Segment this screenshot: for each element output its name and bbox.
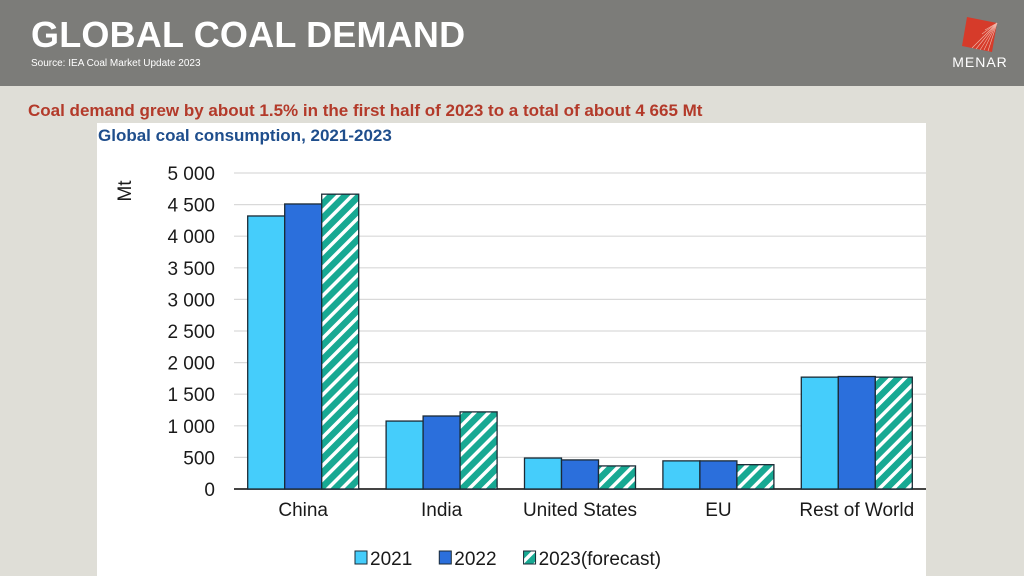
legend-label: 2023(forecast) — [539, 549, 662, 570]
y-tick-label: 3 500 — [167, 259, 215, 280]
legend-label: 2021 — [370, 549, 412, 570]
y-tick-label: 2 500 — [167, 322, 215, 343]
bar-india-2022 — [422, 415, 461, 490]
x-category-label: EU — [705, 500, 731, 521]
y-tick-label: 4 000 — [167, 227, 215, 248]
legend-swatch — [438, 550, 452, 565]
y-tick-label: 0 — [204, 480, 215, 501]
y-tick-label: 1 000 — [167, 417, 215, 438]
bar-rest-of-world-2022 — [837, 375, 876, 490]
x-category-label: China — [278, 500, 328, 521]
legend-swatch — [523, 550, 537, 565]
bar-united-states-2022 — [560, 459, 600, 490]
y-tick-label: 4 500 — [167, 196, 215, 217]
chart-panel — [97, 123, 926, 576]
bar-india-2023forecast — [459, 411, 498, 490]
y-tick-label: 1 500 — [167, 385, 215, 406]
bar-rest-of-world-2021 — [800, 376, 839, 490]
x-category-label: India — [421, 500, 463, 521]
y-tick-label: 5 000 — [167, 164, 215, 185]
bar-united-states-2023forecast — [597, 465, 637, 490]
bar-united-states-2021 — [523, 457, 563, 490]
headline: Coal demand grew by about 1.5% in the fi… — [28, 101, 703, 120]
bar-eu-2023forecast — [736, 464, 775, 490]
y-tick-label: 3 000 — [167, 290, 215, 311]
logo-mark-icon — [962, 17, 998, 52]
legend-swatch — [354, 550, 368, 565]
y-tick-label: 500 — [183, 448, 215, 469]
bar-rest-of-world-2023forecast — [874, 376, 913, 490]
header-band: GLOBAL COAL DEMAND Source: IEA Coal Mark… — [0, 0, 1024, 86]
chart-title: Global coal consumption, 2021-2023 — [98, 126, 392, 145]
legend-label: 2022 — [454, 549, 496, 570]
bar-china-2023forecast — [321, 193, 360, 490]
bar-eu-2022 — [699, 460, 738, 490]
x-category-label: United States — [523, 500, 637, 521]
bar-china-2022 — [284, 203, 323, 490]
page-title: GLOBAL COAL DEMAND — [31, 14, 466, 55]
menar-logo: MENAR — [952, 14, 1008, 74]
bar-eu-2021 — [662, 460, 701, 490]
y-axis-label: Mt — [115, 180, 136, 202]
source-note: Source: IEA Coal Market Update 2023 — [31, 58, 201, 69]
x-category-label: Rest of World — [799, 500, 914, 521]
y-tick-label: 2 000 — [167, 354, 215, 375]
logo-text: MENAR — [952, 54, 1008, 70]
bar-china-2021 — [247, 215, 286, 490]
bar-india-2021 — [385, 420, 424, 490]
bar-chart: 0 500 1 000 1 500 2 000 2 500 3 000 3 500 4 000 4… — [115, 164, 926, 570]
